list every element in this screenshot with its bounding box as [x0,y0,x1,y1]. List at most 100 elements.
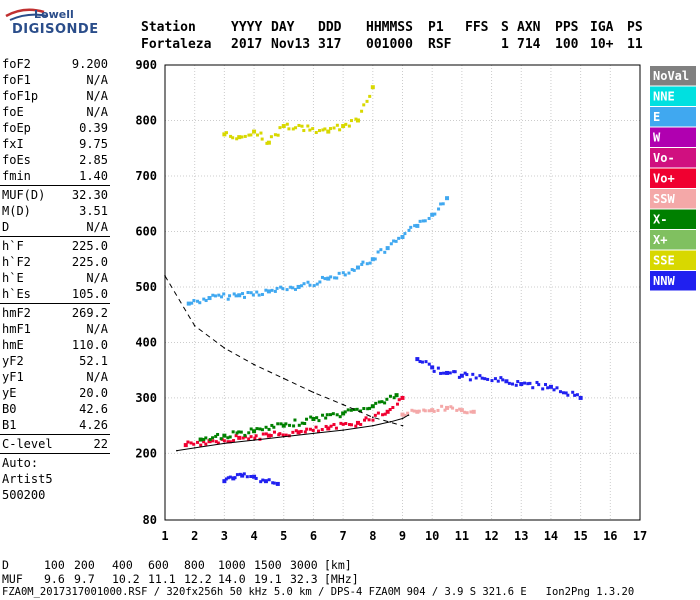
param-row: M(D) 3.51 [0,203,110,219]
y-tick-label: 700 [135,169,157,183]
data-point [339,421,343,425]
data-point [471,372,475,376]
data-point [265,141,269,145]
data-point [226,297,230,301]
legend-swatch [650,189,696,209]
param-name: foEp [2,121,31,135]
data-point [285,288,289,292]
param-row: hmF1 N/A [0,321,110,337]
data-point [373,257,377,261]
data-point [278,432,282,436]
data-point [418,219,422,223]
header-value: 001000 [366,37,413,52]
data-point [469,410,473,414]
data-point [541,387,545,391]
data-point [211,439,215,443]
data-point [344,122,348,126]
param-separator [0,236,110,237]
curve-point [176,449,178,452]
data-point [260,137,264,141]
header-label: HHMMSS [366,20,413,35]
data-point [317,419,321,423]
param-name: yF2 [2,354,24,368]
data-point [573,393,577,397]
data-point [341,422,345,426]
data-point [537,383,541,387]
data-point [368,261,372,265]
header-label: YYYY [231,20,263,35]
data-point [433,212,437,216]
param-value: 2.85 [79,153,108,167]
param-name: h`Es [2,287,31,301]
data-point [363,418,367,422]
y-tick-label: 80 [143,513,157,527]
data-point [214,440,218,444]
x-tick-label: 9 [399,529,406,543]
data-point [344,422,348,426]
data-point [303,421,307,425]
data-point [259,131,263,135]
data-point [296,284,301,289]
data-point [341,271,345,275]
auto-line: Auto: [0,455,110,471]
param-name: yE [2,386,17,400]
param-value: 105.0 [71,287,108,301]
data-point [308,128,312,132]
param-value: 22 [93,437,108,451]
data-point [430,365,435,370]
logo-text-digisonde: DIGISONDE [12,22,99,37]
data-point [314,131,318,135]
data-point [349,119,353,123]
legend-label: NNE [653,90,675,104]
data-point [247,133,251,137]
curve-point [253,439,255,441]
data-point [362,103,366,107]
data-point [266,289,271,294]
data-point [247,437,251,441]
param-value: 4.26 [79,418,108,432]
data-point [335,276,339,280]
data-point [253,436,257,440]
data-point [354,117,358,121]
param-name: h`F2 [2,255,31,269]
y-tick-label: 600 [135,224,157,238]
data-point [247,431,251,435]
data-point [231,430,235,434]
param-value: 52.1 [79,354,108,368]
param-row: foEs 2.85 [0,152,110,168]
auto-text: Auto: [2,456,39,470]
data-point [249,291,253,295]
param-name: foF2 [2,57,31,71]
param-row: MUF(D) 32.30 [0,187,110,203]
header-label: IGA [590,20,614,35]
param-name: hmE [2,338,24,352]
data-point [326,129,331,134]
data-point [281,124,286,129]
data-point [228,294,232,298]
data-point [216,432,220,436]
data-point [458,407,462,411]
data-point [323,277,327,281]
footer-value: 200 [74,558,95,572]
data-point [392,239,396,243]
data-point [480,376,484,380]
param-value: 225.0 [71,239,108,253]
param-row: yF1 N/A [0,369,110,385]
footer-value: 9.7 [74,572,95,586]
data-point [432,409,436,413]
data-point [198,437,203,442]
data-point [281,433,285,437]
data-point [381,413,385,417]
data-point [371,418,375,422]
footer-value: 32.3 [290,572,318,586]
data-point [211,436,215,440]
y-tick-label: 300 [135,391,157,405]
data-point [305,417,309,421]
data-point [240,135,244,139]
data-point [305,427,309,431]
header-value: 100 [555,37,579,52]
data-point [348,423,352,427]
data-point [192,442,196,446]
logo-text-lowell: Lowell [34,8,74,21]
data-point [311,417,316,422]
